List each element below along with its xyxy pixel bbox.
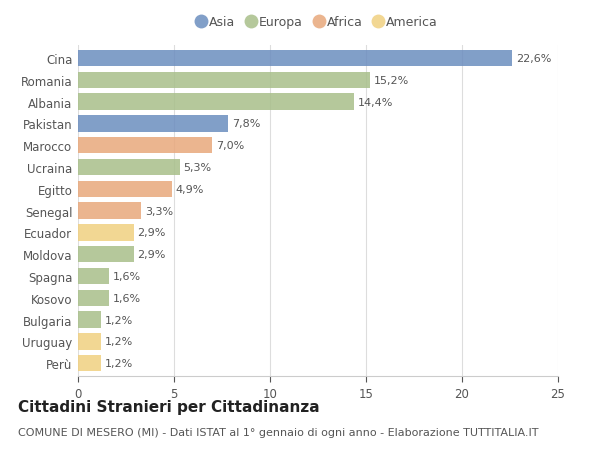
Bar	[78, 160, 180, 176]
Text: 5,3%: 5,3%	[184, 162, 212, 173]
Bar	[78, 73, 370, 89]
Text: 7,8%: 7,8%	[232, 119, 260, 129]
Bar	[78, 312, 101, 328]
Bar	[78, 138, 212, 154]
Bar	[78, 51, 512, 67]
Text: 22,6%: 22,6%	[516, 54, 551, 64]
Bar	[78, 333, 101, 350]
Text: 14,4%: 14,4%	[358, 97, 394, 107]
Bar	[78, 355, 101, 371]
Bar	[78, 268, 109, 285]
Text: 4,9%: 4,9%	[176, 185, 204, 195]
Legend: Asia, Europa, Africa, America: Asia, Europa, Africa, America	[194, 12, 442, 33]
Bar	[78, 116, 228, 132]
Bar	[78, 290, 109, 306]
Bar	[78, 181, 172, 197]
Text: 1,2%: 1,2%	[105, 358, 133, 368]
Text: 7,0%: 7,0%	[216, 141, 244, 151]
Text: COMUNE DI MESERO (MI) - Dati ISTAT al 1° gennaio di ogni anno - Elaborazione TUT: COMUNE DI MESERO (MI) - Dati ISTAT al 1°…	[18, 427, 539, 437]
Bar	[78, 203, 142, 219]
Bar	[78, 225, 134, 241]
Text: 1,6%: 1,6%	[113, 293, 140, 303]
Text: Cittadini Stranieri per Cittadinanza: Cittadini Stranieri per Cittadinanza	[18, 399, 320, 414]
Text: 2,9%: 2,9%	[137, 228, 166, 238]
Text: 15,2%: 15,2%	[374, 76, 409, 86]
Text: 3,3%: 3,3%	[145, 206, 173, 216]
Text: 2,9%: 2,9%	[137, 250, 166, 260]
Bar	[78, 246, 134, 263]
Text: 1,2%: 1,2%	[105, 315, 133, 325]
Text: 1,6%: 1,6%	[113, 271, 140, 281]
Text: 1,2%: 1,2%	[105, 336, 133, 347]
Bar	[78, 94, 355, 111]
